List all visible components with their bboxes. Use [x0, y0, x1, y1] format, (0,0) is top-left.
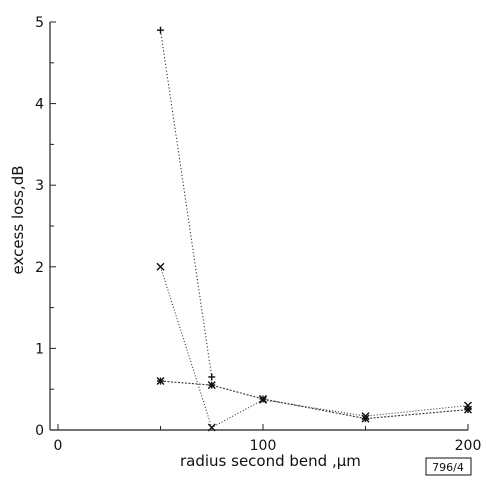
x-axis-title: radius second bend ,µm — [180, 452, 361, 470]
y-tick-label: 0 — [35, 423, 44, 439]
data-point — [157, 26, 164, 34]
y-tick-label: 2 — [35, 260, 44, 276]
data-point — [207, 423, 216, 432]
x-tick-label: 0 — [54, 438, 63, 454]
axes — [49, 22, 468, 431]
y-axis-title: excess loss,dB — [9, 165, 27, 274]
series-line — [160, 380, 469, 420]
y-tick-label: 4 — [35, 97, 44, 113]
data-point — [156, 262, 165, 271]
y-tick-label: 3 — [35, 178, 44, 194]
series-line — [159, 266, 469, 429]
series-line — [159, 30, 213, 378]
data-point — [156, 377, 165, 386]
data-point — [464, 405, 472, 414]
data-point — [361, 414, 370, 423]
y-tick-label: 1 — [35, 341, 44, 357]
series-layer — [156, 26, 472, 432]
data-point — [207, 381, 216, 390]
y-tick-label: 5 — [35, 15, 44, 31]
figure-code-box: 796/4 — [425, 457, 472, 476]
data-point — [259, 394, 267, 403]
ticks: 0 1 2 3 4 5 0 100 200 — [35, 15, 481, 454]
x-tick-label: 200 — [455, 438, 482, 454]
x-tick-label: 100 — [250, 438, 277, 454]
figure-code: 796/4 — [432, 461, 464, 474]
data-point — [208, 373, 216, 381]
